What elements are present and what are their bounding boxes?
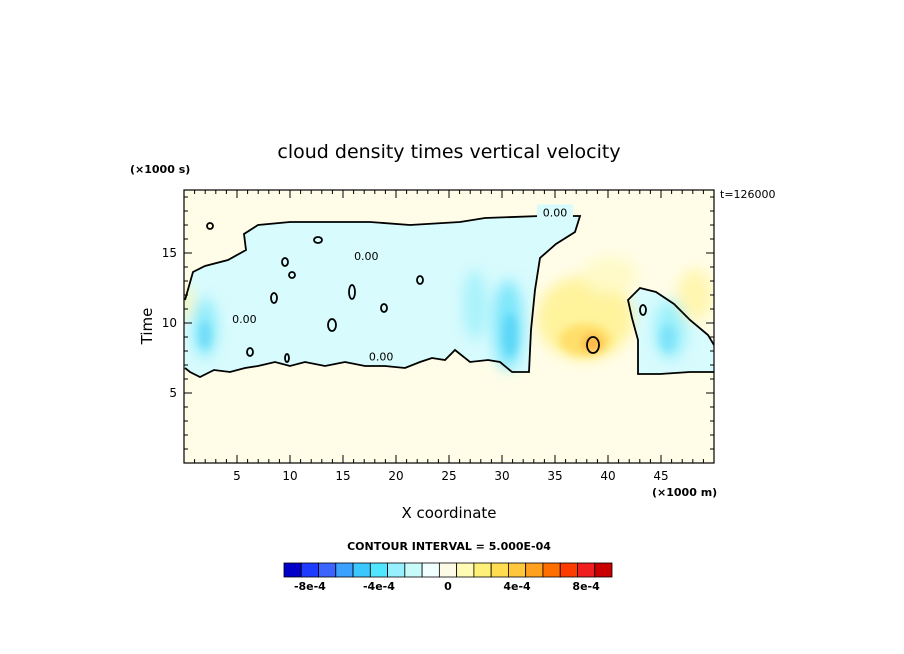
colorbar-tick-label: 4e-4 (503, 580, 531, 593)
axes: 5 10 15 20 25 30 35 40 45 5 10 15 (162, 190, 714, 483)
contour-main (184, 215, 582, 379)
colorbar-swatch (404, 562, 423, 578)
y-tick-label: 15 (162, 246, 177, 260)
x-tick-label: 45 (653, 469, 668, 483)
colorbar-swatch (369, 562, 388, 578)
contour-small-5 (639, 304, 647, 316)
contour-label: 0.00 (232, 313, 257, 326)
colorbar-swatch (438, 562, 458, 578)
colorbar-swatch (456, 562, 475, 578)
y-axis-label: Time (138, 308, 156, 346)
contour-label-bg (226, 310, 263, 325)
chart-title: cloud density times vertical velocity (277, 141, 620, 163)
contour-label: 0.00 (543, 206, 568, 219)
colorbar: -8e-4 -4e-4 0 4e-4 8e-4 (283, 562, 613, 593)
colorbar-swatch (525, 562, 544, 578)
y-tick-label: 5 (169, 386, 177, 400)
colorbar-swatch (335, 562, 354, 578)
colorbar-tick-label: 0 (444, 580, 452, 593)
x-tick-label: 25 (441, 469, 456, 483)
plot-area: 0.00 0.00 0.00 0.00 (184, 190, 714, 463)
x-tick-label: 40 (600, 469, 615, 483)
contour-label-bg (537, 204, 573, 219)
positive-region-top (582, 257, 638, 293)
contour-label: 0.00 (369, 351, 394, 364)
x-tick-label: 30 (494, 469, 509, 483)
colorbar-swatch (387, 562, 406, 578)
contour-small-10 (348, 284, 356, 300)
colorbar-swatch (300, 562, 319, 578)
colorbar-swatch (352, 562, 371, 578)
y-axis-unit: (×1000 s) (130, 163, 190, 176)
colorbar-swatch (473, 562, 492, 578)
colorbar-tick-label: -8e-4 (294, 580, 326, 593)
contour-label-bg (363, 348, 400, 363)
contour-small-11 (313, 236, 323, 244)
contour-label-bg (348, 247, 385, 262)
negative-cell-28 (463, 270, 487, 340)
time-annotation: t=126000 (720, 188, 776, 201)
x-axis-label: X coordinate (401, 504, 496, 522)
colorbar-swatch (577, 562, 596, 578)
contour-labels: 0.00 0.00 0.00 0.00 (226, 204, 573, 364)
colorbar-swatch (594, 562, 613, 578)
colorbar-tick-label: 8e-4 (572, 580, 600, 593)
colorbar-swatch (542, 562, 561, 578)
negative-core-left (199, 321, 211, 349)
negative-core-30 (503, 313, 517, 357)
x-tick-label: 35 (547, 469, 562, 483)
contour-peak-38 (586, 336, 600, 354)
zero-contours (184, 215, 714, 379)
colorbar-swatch (283, 562, 302, 578)
positive-region-left-edge (184, 284, 192, 320)
x-tick-label: 20 (388, 469, 403, 483)
colorbar-tick-label: -4e-4 (363, 580, 395, 593)
contour-right (627, 287, 714, 375)
y-tick-label: 10 (162, 316, 177, 330)
colorbar-swatch (508, 562, 527, 578)
contour-small-1 (206, 222, 214, 230)
contour-small-6 (246, 347, 254, 357)
contour-small-9 (327, 318, 337, 332)
positive-region-right (677, 269, 713, 321)
colorbar-swatch (421, 562, 440, 578)
x-tick-label: 10 (282, 469, 297, 483)
contour-interval-label: CONTOUR INTERVAL = 5.000E-04 (347, 540, 551, 553)
x-tick-label: 5 (233, 469, 241, 483)
colorbar-swatch (490, 562, 509, 578)
negative-core-right (660, 324, 676, 352)
contour-small-12 (416, 275, 424, 285)
colorbar-swatch (559, 562, 578, 578)
contour-small-7 (284, 353, 290, 363)
contour-label: 0.00 (354, 250, 379, 263)
cloud-region (185, 216, 580, 377)
contour-small-2 (270, 292, 278, 304)
contour-small-3 (281, 257, 289, 267)
x-axis-unit: (×1000 m) (652, 486, 717, 499)
colorbar-swatch (318, 562, 337, 578)
contour-small-4 (288, 271, 296, 279)
x-tick-label: 15 (335, 469, 350, 483)
contour-small-8 (380, 303, 388, 313)
